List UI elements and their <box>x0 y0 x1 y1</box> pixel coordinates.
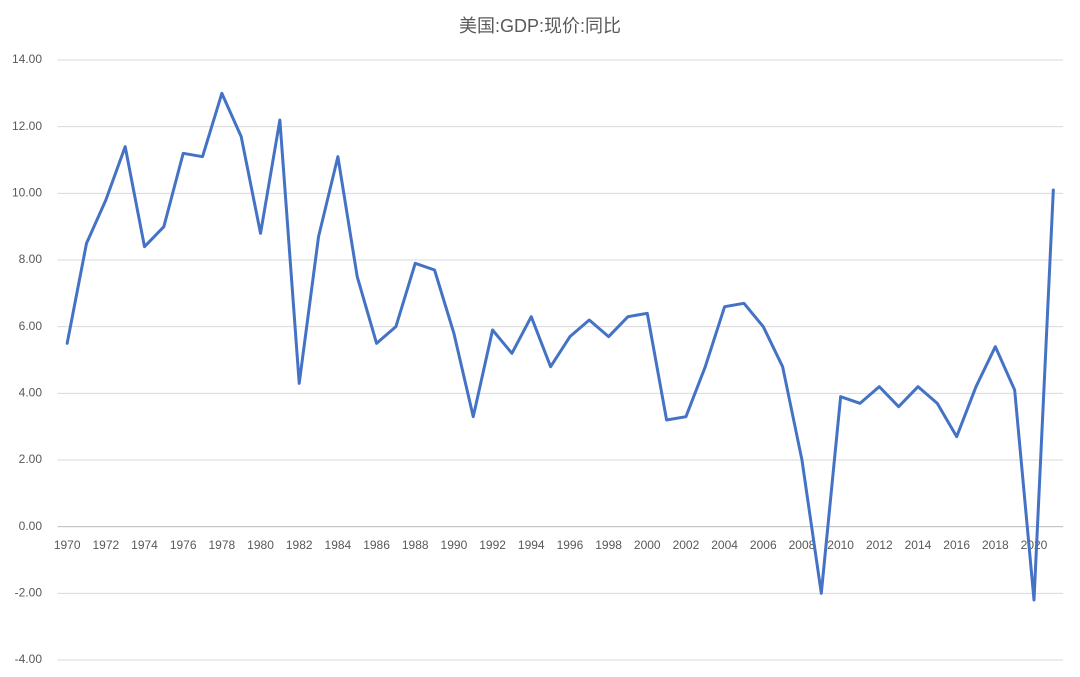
x-tick-label: 2018 <box>982 538 1009 552</box>
x-tick-label: 1976 <box>170 538 197 552</box>
x-tick-label: 2006 <box>750 538 777 552</box>
x-tick-label: 2004 <box>711 538 738 552</box>
y-tick-label: 6.00 <box>19 319 43 333</box>
x-tick-label: 1984 <box>325 538 352 552</box>
x-tick-label: 1974 <box>131 538 158 552</box>
x-tick-label: 1992 <box>479 538 506 552</box>
x-tick-label: 1986 <box>363 538 390 552</box>
x-tick-label: 1970 <box>54 538 81 552</box>
x-tick-label: 1978 <box>209 538 236 552</box>
x-tick-label: 2010 <box>827 538 854 552</box>
data-line <box>65 91 1055 602</box>
y-tick-label: 8.00 <box>19 252 43 266</box>
x-tick-label: 1990 <box>441 538 468 552</box>
x-tick-label: 1994 <box>518 538 545 552</box>
x-tick-label: 2000 <box>634 538 661 552</box>
x-tick-label: 1998 <box>595 538 622 552</box>
x-tick-label: 2008 <box>789 538 816 552</box>
x-tick-label: 1988 <box>402 538 429 552</box>
y-tick-label: -4.00 <box>15 652 43 666</box>
x-tick-label: 2012 <box>866 538 893 552</box>
y-tick-label: 14.00 <box>12 52 42 66</box>
y-tick-label: 4.00 <box>19 386 43 400</box>
x-tick-label: 2002 <box>673 538 700 552</box>
y-tick-label: -2.00 <box>15 586 43 600</box>
x-tick-label: 2020 <box>1021 538 1048 552</box>
y-tick-label: 0.00 <box>19 519 43 533</box>
y-tick-label: 2.00 <box>19 452 43 466</box>
y-tick-label: 10.00 <box>12 186 42 200</box>
y-tick-label: 12.00 <box>12 119 42 133</box>
x-tick-label: 2016 <box>943 538 970 552</box>
x-tick-label: 1972 <box>92 538 119 552</box>
x-tick-label: 2014 <box>905 538 932 552</box>
x-tick-label: 1996 <box>557 538 584 552</box>
chart-title: 美国:GDP:现价:同比 <box>459 16 621 36</box>
x-tick-label: 1982 <box>286 538 313 552</box>
x-tick-label: 1980 <box>247 538 274 552</box>
